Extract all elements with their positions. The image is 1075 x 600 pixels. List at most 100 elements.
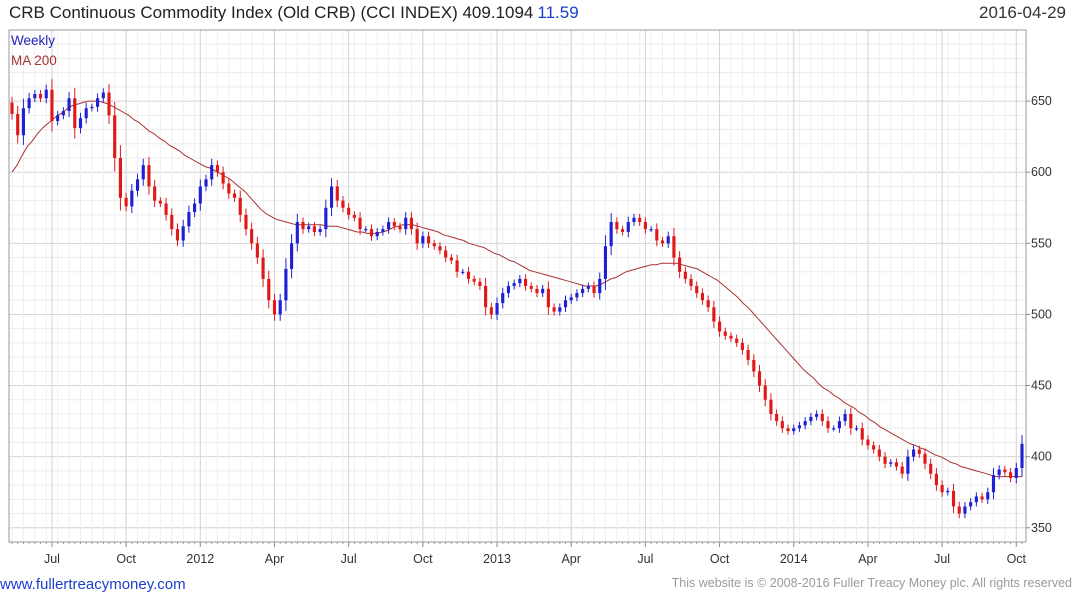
candle-body [130,190,134,207]
candle-body [860,428,864,440]
x-tick-label: 2014 [780,552,808,566]
candle-body [432,243,436,247]
candle-body [689,278,693,286]
candle-body [929,463,933,474]
candle-body [50,89,54,122]
candle-body [461,271,465,273]
candle-body [917,449,921,454]
candle-body [221,172,225,184]
candle-body [61,111,65,116]
y-tick-label: 600 [1031,165,1052,179]
candle-body [267,278,271,301]
x-tick-label: 2013 [483,552,511,566]
candle-body [523,278,528,286]
candle-body [489,307,493,315]
candle-body [946,490,950,493]
candle-body [135,179,140,191]
candle-body [849,414,853,429]
y-tick-label: 650 [1031,94,1052,108]
ma-200-line [11,100,1022,478]
y-tick-label: 450 [1031,379,1052,393]
candle-body [832,428,836,430]
x-tick-label: Apr [561,552,580,566]
candle-body [141,165,145,180]
candle-body [512,283,516,286]
y-tick-label: 500 [1031,307,1052,321]
candle-body [912,449,916,457]
candle-body [158,200,162,204]
candle-body [672,236,676,258]
candle-body [272,300,277,315]
plot-frame [8,29,1027,543]
site-link[interactable]: www.fullertreacymoney.com [0,576,186,593]
candle-body [792,428,796,432]
candle-body [255,243,259,258]
candle-body [980,496,984,500]
candle-body [101,92,105,99]
candle-body [923,453,927,464]
candle-body [215,165,219,173]
candle-body [809,416,813,422]
candle-body [746,350,750,360]
copyright-notice: This website is © 2008-2016 Fuller Treac… [671,576,1072,590]
candle-body [592,286,596,294]
y-axis: 350 400 450 500 550 600 650 [1026,94,1052,535]
x-tick-label: Oct [413,552,433,566]
candle-body [10,102,14,114]
candle-body [449,257,453,261]
candle-body [797,425,802,429]
candle-body [16,113,20,136]
candle-body [660,240,665,244]
candle-body [735,338,739,343]
candle-body [438,246,442,251]
candle-body [706,300,710,308]
candle-body [974,496,978,503]
candle-body [478,281,482,286]
candle-body [238,197,242,215]
candle-body [1020,443,1024,469]
candle-body [700,293,705,301]
candle-body [381,229,385,232]
candle-body [164,203,168,215]
candle-body [290,243,294,269]
candle-body [227,183,231,194]
ma-layer [11,100,1022,478]
candle-body [181,226,185,241]
candle-body [472,278,476,282]
candle-body [586,286,590,289]
candle-body [632,217,636,222]
candle-body [815,414,819,417]
candle-body [866,439,870,446]
x-tick-label: Oct [710,552,730,566]
candle-body [991,475,996,493]
candle-body [786,428,790,432]
candle-body [934,473,938,486]
candle-body [598,278,602,294]
candle-body [404,217,408,230]
candle-body [444,250,448,258]
candle-body [906,456,910,474]
candle-body [375,231,379,237]
candle-body [96,98,100,107]
candle-body [113,115,117,158]
candle-body [455,260,459,272]
candle-body [147,165,151,187]
candle-body [415,229,419,244]
candle-body [335,186,339,201]
candle-body [153,186,157,201]
candle-body [175,229,180,241]
candle-body [775,414,779,422]
candle-body [210,165,214,180]
candle-body [78,118,83,129]
candle-body [518,278,522,284]
candle-body [107,92,111,116]
candle-body [569,297,573,301]
candle-body [409,217,414,230]
x-tick-label: Oct [116,552,136,566]
candle-body [826,421,830,429]
candle-body [986,492,990,500]
candle-body [38,94,43,99]
candle-body [170,214,174,230]
candle-body [1003,469,1007,473]
candle-body [803,421,807,426]
